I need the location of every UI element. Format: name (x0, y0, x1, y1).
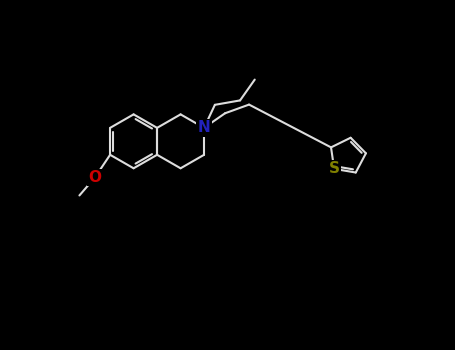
Text: O: O (88, 170, 101, 185)
Text: S: S (329, 161, 340, 176)
Text: N: N (198, 120, 211, 135)
